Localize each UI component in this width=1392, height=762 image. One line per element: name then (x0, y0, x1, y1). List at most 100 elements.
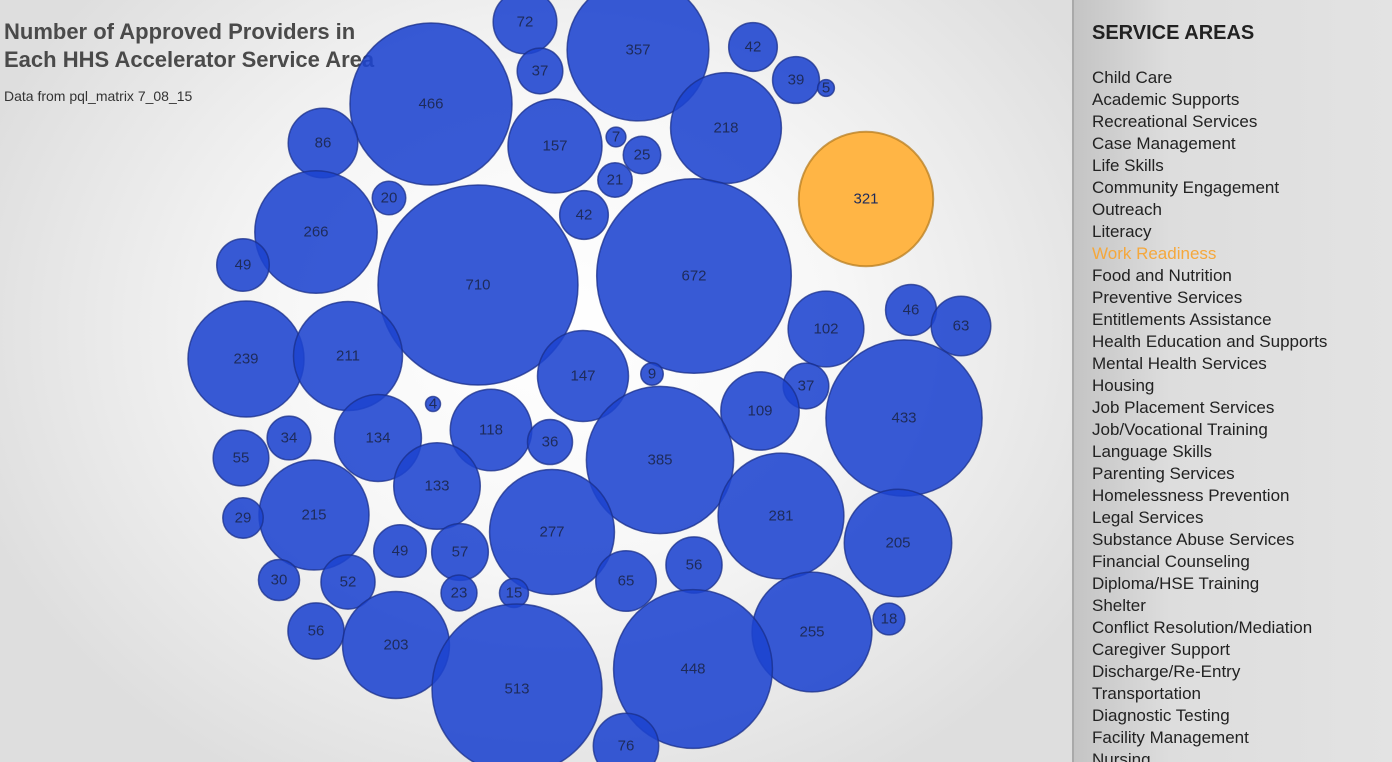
bubble[interactable]: 211 (292, 300, 404, 412)
service-area-item[interactable]: Health Education and Supports (1092, 332, 1328, 351)
bubble[interactable]: 357 (566, 0, 710, 122)
bubble-circle[interactable] (558, 189, 610, 241)
bubble[interactable]: 56 (287, 602, 345, 660)
bubble-circle[interactable] (392, 441, 482, 531)
service-area-item[interactable]: Case Management (1092, 134, 1236, 153)
service-area-item[interactable]: Legal Services (1092, 508, 1204, 527)
bubble[interactable]: 266 (254, 170, 378, 294)
bubble[interactable]: 281 (717, 452, 845, 580)
bubble[interactable]: 34 (266, 415, 312, 461)
bubble[interactable]: 5 (816, 78, 836, 98)
service-area-item[interactable]: Recreational Services (1092, 112, 1258, 131)
bubble-circle[interactable] (266, 415, 312, 461)
service-area-item[interactable]: Conflict Resolution/Mediation (1092, 618, 1313, 637)
bubble-circle[interactable] (349, 22, 513, 186)
bubble[interactable]: 55 (212, 429, 270, 487)
bubble-circle[interactable] (488, 468, 616, 596)
service-area-item[interactable]: Work Readiness (1092, 244, 1217, 263)
bubble-circle[interactable] (594, 549, 658, 613)
bubble-circle[interactable] (727, 21, 779, 73)
service-area-item[interactable]: Transportation (1092, 684, 1201, 703)
bubble[interactable]: 134 (333, 393, 423, 483)
bubble[interactable]: 21 (597, 162, 633, 198)
bubble[interactable]: 42 (558, 189, 610, 241)
service-area-item[interactable]: Language Skills (1092, 442, 1213, 461)
service-area-item[interactable]: Mental Health Services (1092, 354, 1267, 373)
service-area-item[interactable]: Housing (1092, 376, 1155, 395)
service-area-item[interactable]: Discharge/Re-Entry (1092, 662, 1241, 681)
service-area-item[interactable]: Job/Vocational Training (1092, 420, 1268, 439)
bubble-circle[interactable] (440, 574, 478, 612)
bubble-circle[interactable] (526, 418, 574, 466)
bubble-circle[interactable] (930, 295, 992, 357)
bubble-circle[interactable] (585, 385, 735, 535)
bubble[interactable]: 133 (392, 441, 482, 531)
bubble-circle[interactable] (797, 130, 935, 268)
service-area-item[interactable]: Caregiver Support (1092, 640, 1230, 659)
service-area-item[interactable]: Diagnostic Testing (1092, 706, 1230, 725)
bubble-circle[interactable] (377, 184, 579, 386)
service-area-item[interactable]: Preventive Services (1092, 288, 1243, 307)
bubble[interactable]: 36 (526, 418, 574, 466)
service-area-item[interactable]: Financial Counseling (1092, 552, 1250, 571)
bubble[interactable]: 7 (605, 126, 627, 148)
bubble[interactable]: 23 (440, 574, 478, 612)
bubble[interactable]: 20 (371, 180, 407, 216)
bubble-circle[interactable] (333, 393, 423, 483)
bubble-circle[interactable] (566, 0, 710, 122)
bubble[interactable]: 49 (215, 237, 271, 293)
bubble[interactable]: 76 (592, 712, 660, 762)
service-area-item[interactable]: Outreach (1092, 200, 1162, 219)
bubble[interactable]: 46 (884, 283, 938, 337)
bubble[interactable]: 15 (498, 577, 530, 609)
bubble-circle[interactable] (257, 558, 301, 602)
bubble[interactable]: 29 (222, 497, 264, 539)
bubble[interactable]: 57 (430, 522, 490, 582)
bubble-circle[interactable] (717, 452, 845, 580)
bubble[interactable]: 63 (930, 295, 992, 357)
bubble[interactable]: 9 (639, 361, 665, 387)
bubble[interactable]: 49 (372, 523, 428, 579)
bubble[interactable]: 37 (516, 47, 564, 95)
bubble-circle[interactable] (843, 488, 953, 598)
bubble[interactable]: 277 (488, 468, 616, 596)
bubble-circle[interactable] (872, 602, 906, 636)
service-area-item[interactable]: Entitlements Assistance (1092, 310, 1272, 329)
service-area-item[interactable]: Life Skills (1092, 156, 1164, 175)
bubble[interactable]: 39 (771, 55, 821, 105)
bubble[interactable]: 205 (843, 488, 953, 598)
service-area-item[interactable]: Community Engagement (1092, 178, 1280, 197)
bubble[interactable]: 147 (536, 329, 630, 423)
service-area-item[interactable]: Child Care (1092, 68, 1173, 87)
bubble-circle[interactable] (320, 554, 376, 610)
bubble[interactable]: 239 (187, 300, 305, 418)
service-area-item[interactable]: Diploma/HSE Training (1092, 574, 1260, 593)
bubble-circle[interactable] (592, 712, 660, 762)
bubble[interactable]: 52 (320, 554, 376, 610)
bubble[interactable]: 25 (622, 135, 662, 175)
bubble[interactable]: 218 (669, 71, 783, 185)
bubble-circle[interactable] (639, 361, 665, 387)
bubble-circle[interactable] (215, 237, 271, 293)
bubble-circle[interactable] (372, 523, 428, 579)
bubble[interactable]: 385 (585, 385, 735, 535)
bubble-circle[interactable] (595, 177, 793, 375)
bubble-circle[interactable] (612, 588, 774, 750)
service-area-item[interactable]: Homelessness Prevention (1092, 486, 1290, 505)
service-area-item[interactable]: Parenting Services (1092, 464, 1235, 483)
bubble-circle[interactable] (371, 180, 407, 216)
bubble-circle[interactable] (516, 47, 564, 95)
bubble[interactable]: 215 (258, 459, 370, 571)
bubble-circle[interactable] (212, 429, 270, 487)
bubble[interactable]: 157 (507, 98, 603, 194)
bubble[interactable]: 321 (797, 130, 935, 268)
bubble[interactable]: 86 (287, 107, 359, 179)
bubble-circle[interactable] (536, 329, 630, 423)
bubble-circle[interactable] (507, 98, 603, 194)
service-area-item[interactable]: Literacy (1092, 222, 1152, 241)
bubble-circle[interactable] (787, 290, 865, 368)
bubble[interactable]: 42 (727, 21, 779, 73)
bubble[interactable]: 30 (257, 558, 301, 602)
bubble-circle[interactable] (605, 126, 627, 148)
bubble-circle[interactable] (431, 603, 603, 762)
